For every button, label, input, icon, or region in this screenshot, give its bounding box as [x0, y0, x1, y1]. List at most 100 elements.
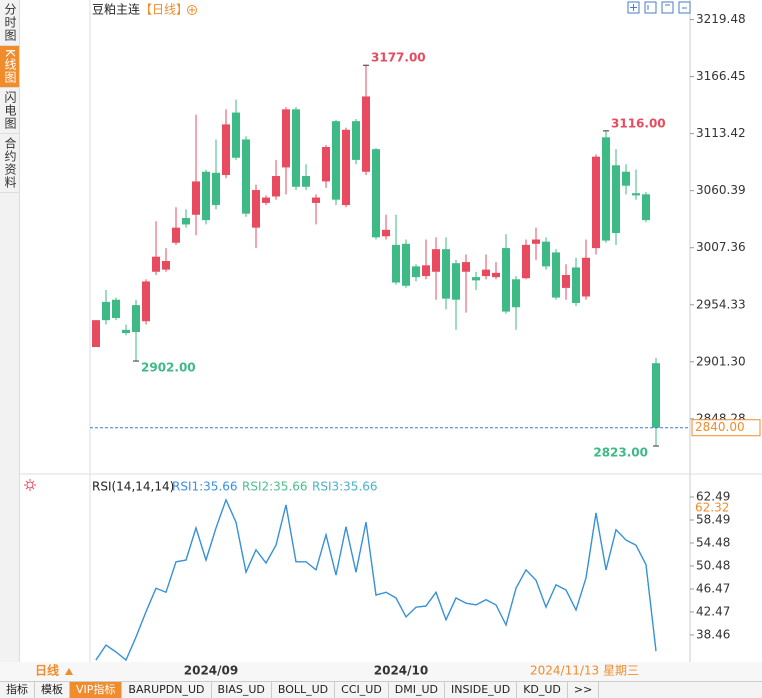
candle-body	[632, 193, 640, 196]
current-date: 2024/11/13 星期三	[530, 664, 639, 678]
candle-body	[392, 244, 400, 283]
candle-body	[622, 171, 630, 186]
y-tick-label: 50.48	[696, 558, 730, 572]
candle-body	[492, 272, 500, 278]
candle-body	[452, 263, 460, 300]
candle-body	[242, 139, 250, 214]
candle-body	[372, 149, 380, 238]
y-tick-label: 54.48	[696, 535, 730, 549]
chart: 豆粕主连 【日线】 日线 2024/11/13 星期三 3219.48 3166.…	[0, 0, 762, 681]
sidebar: 分时图 K线图 闪电图 合约资料	[0, 0, 20, 662]
period-label[interactable]: 日线	[35, 663, 59, 678]
candle-body	[562, 274, 570, 288]
candle-body	[382, 229, 390, 237]
legend-entry: RSI1:35.66	[172, 480, 238, 494]
candle-body	[482, 269, 490, 277]
side-tab[interactable]: 闪电图	[0, 88, 19, 134]
candle-body	[252, 190, 260, 228]
candle-body	[592, 156, 600, 249]
tab[interactable]: CCI_UD	[335, 682, 389, 698]
date-bar	[0, 662, 762, 681]
rsi-current-value: 62.32	[695, 500, 729, 514]
candle-body	[502, 248, 510, 312]
candle-body	[422, 265, 430, 277]
rsi-title: RSI(14,14,14)	[92, 480, 174, 494]
y-tick-label: 2901.30	[696, 354, 746, 368]
rsi-line	[95, 498, 657, 661]
candle-body	[412, 266, 420, 278]
tab[interactable]: BARUPDN_UD	[122, 682, 212, 698]
tab[interactable]: 模板	[35, 682, 70, 698]
side-tab[interactable]: K线图	[0, 46, 19, 88]
side-tab[interactable]: 合约资料	[0, 134, 19, 193]
extreme-label: 3116.00	[611, 116, 666, 130]
tab[interactable]: VIP指标	[70, 682, 123, 698]
candle-body	[232, 112, 240, 158]
candle-body	[432, 249, 440, 272]
tab[interactable]: BIAS_UD	[212, 682, 272, 698]
candle-body	[612, 165, 620, 234]
period-arrow[interactable]	[65, 668, 73, 675]
candle-body	[512, 279, 520, 308]
candle-body	[182, 217, 190, 225]
tab[interactable]: 指标	[0, 682, 35, 698]
toolbar-icons[interactable]	[627, 1, 691, 14]
y-tick-label: 3060.39	[696, 183, 746, 197]
candle-body	[352, 121, 360, 160]
candle-body	[262, 197, 270, 203]
y-tick-label: 3113.42	[696, 126, 746, 140]
rsi-line	[95, 498, 657, 661]
candle-body	[172, 227, 180, 243]
last-price-box	[691, 419, 761, 437]
candle-body	[342, 129, 350, 206]
y-tick-label: 62.49	[696, 490, 730, 504]
tab[interactable]: >>	[568, 682, 600, 698]
candle-body	[532, 239, 540, 244]
candle-body	[102, 301, 110, 321]
y-tick-label: 3219.48	[696, 12, 746, 26]
rsi-line	[95, 498, 657, 661]
candle-body	[332, 121, 340, 200]
candle-body	[462, 262, 470, 272]
x-tick-label: 2024/09	[184, 664, 238, 678]
candle-body	[362, 96, 370, 172]
candle-body	[162, 261, 170, 270]
last-price-label: 2840.00	[695, 420, 745, 434]
y-tick-label: 3007.36	[696, 240, 746, 254]
period: 【日线】	[140, 3, 188, 17]
extreme-label: 2902.00	[141, 361, 196, 375]
candle-body	[322, 146, 330, 182]
y-tick-label: 2954.33	[696, 297, 746, 311]
candle-body	[312, 197, 320, 203]
tab[interactable]: DMI_UD	[389, 682, 446, 698]
legend-entry: RSI2:35.66	[242, 480, 308, 494]
extreme-label: 2823.00	[593, 446, 648, 460]
candle-body	[552, 252, 560, 298]
candle-body	[442, 249, 450, 299]
candle-body	[302, 176, 310, 187]
y-tick-label: 3166.45	[696, 69, 746, 83]
candle-body	[112, 299, 120, 319]
tab[interactable]: BOLL_UD	[272, 682, 336, 698]
candle-body	[282, 109, 290, 168]
y-tick-label: 46.47	[696, 581, 730, 595]
tab[interactable]: INSIDE_UD	[445, 682, 518, 698]
candle-body	[602, 137, 610, 241]
rsi-settings-icon[interactable]	[24, 479, 36, 491]
candle-body	[92, 320, 100, 348]
candle-body	[542, 241, 550, 267]
y-tick-label: 38.46	[696, 627, 730, 641]
candle-body	[572, 267, 580, 303]
candle-body	[652, 363, 660, 428]
symbol: 豆粕主连	[92, 2, 140, 17]
side-tab[interactable]: 分时图	[0, 0, 19, 46]
candle-body	[642, 194, 650, 221]
candle-body	[582, 257, 590, 297]
candle-body	[272, 176, 280, 197]
candle-body	[472, 277, 480, 281]
candle-body	[132, 305, 140, 332]
indicator-tabs: 指标 模板 VIP指标 BARUPDN_UD BIAS_UD BOLL_UD CCI_UD D…	[0, 681, 762, 698]
add-icon[interactable]	[187, 5, 197, 15]
tab[interactable]: KD_UD	[517, 682, 568, 698]
